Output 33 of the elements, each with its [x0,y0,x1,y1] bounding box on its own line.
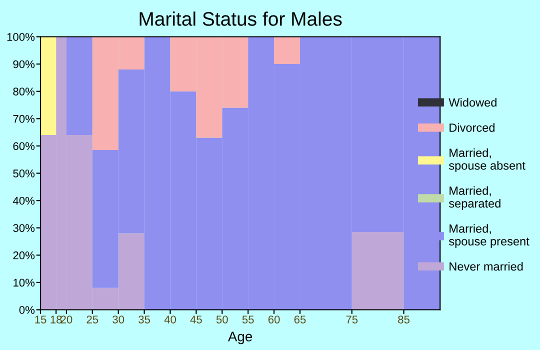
chart-title: Marital Status for Males [140,12,342,26]
legend-label: Widowed [448,98,496,107]
legend-label: Married, separated [448,186,500,210]
x-tick-label: 40 [164,316,176,324]
y-tick-label: 0% [19,306,35,314]
x-tick-label: 25 [86,316,98,324]
x-tick-label: 60 [268,316,280,324]
y-tick-label: 10% [14,278,35,287]
x-axis-title: Age [228,332,252,344]
y-tick-label: 100% [7,33,35,41]
x-tick-label: 30 [112,316,124,324]
legend-label: Married, spouse absent [448,148,526,172]
y-tick-label: 40% [12,196,35,205]
x-tick-label: 50 [216,316,228,324]
x-tick-label: 35 [138,316,150,324]
y-tick-label: 20% [13,251,35,260]
y-tick-label: 80% [13,88,35,96]
y-tick-label: 30% [13,224,35,232]
y-tick-label: 70% [13,114,35,123]
x-tick-label: 55 [242,316,254,324]
legend-label: Married, spouse present [448,224,530,248]
x-tick-label: 85 [398,316,410,324]
x-tick-label: 18 [50,316,62,324]
y-tick-label: 90% [13,60,35,68]
x-tick-label: 65 [294,316,306,324]
legend-label: Divorced [450,123,494,132]
y-tick-label: 60% [13,142,35,150]
x-tick-label: 45 [190,316,202,324]
y-tick-label: 50% [13,170,35,178]
x-tick-label: 75 [346,316,358,324]
legend-label: Never married [450,262,523,271]
x-tick-label: 20 [60,316,72,324]
x-tick-label: 15 [35,316,46,324]
